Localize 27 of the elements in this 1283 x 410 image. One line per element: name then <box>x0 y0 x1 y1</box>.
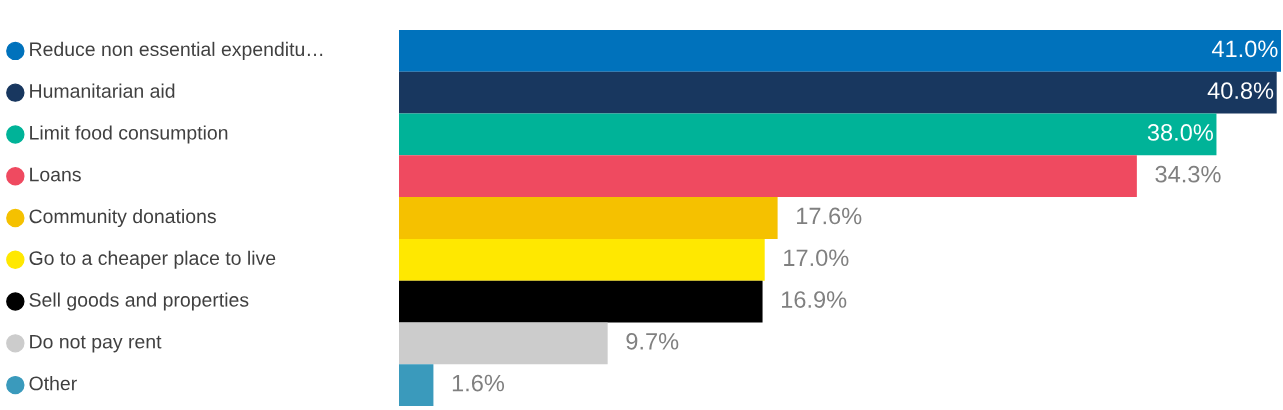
y-tick-label: Other <box>29 376 77 391</box>
bar <box>399 30 1281 72</box>
bar <box>399 280 763 323</box>
y-tick-label: Sell goods and properties <box>29 292 249 311</box>
y-tick-label: Go to a cheaper place to live <box>29 250 276 269</box>
bar <box>399 155 1137 198</box>
data-label: 34.3% <box>1155 165 1221 183</box>
data-label: 9.7% <box>626 332 679 350</box>
data-label: 40.8% <box>1207 82 1274 99</box>
y-tick-label: Humanitarian aid <box>30 83 175 98</box>
data-label: 41.0% <box>1211 40 1278 58</box>
y-tick-label: Limit food consumption <box>30 125 228 144</box>
data-label: 17.0% <box>784 249 849 267</box>
bar <box>399 322 608 365</box>
bar <box>399 364 434 406</box>
bar <box>399 197 778 239</box>
bar <box>399 113 1217 156</box>
y-tick-label: Reduce non essential expenditu… <box>30 41 323 60</box>
y-tick-label: Loans <box>30 167 81 182</box>
data-label: 38.0% <box>1147 124 1213 141</box>
data-label: 17.6% <box>797 207 862 225</box>
data-label: 16.9% <box>782 291 847 308</box>
y-tick-label: Community donations <box>29 208 216 228</box>
data-label: 1.6% <box>452 374 505 392</box>
bar <box>399 238 765 281</box>
y-tick-label: Do not pay rent <box>30 334 162 353</box>
bar <box>399 71 1277 114</box>
